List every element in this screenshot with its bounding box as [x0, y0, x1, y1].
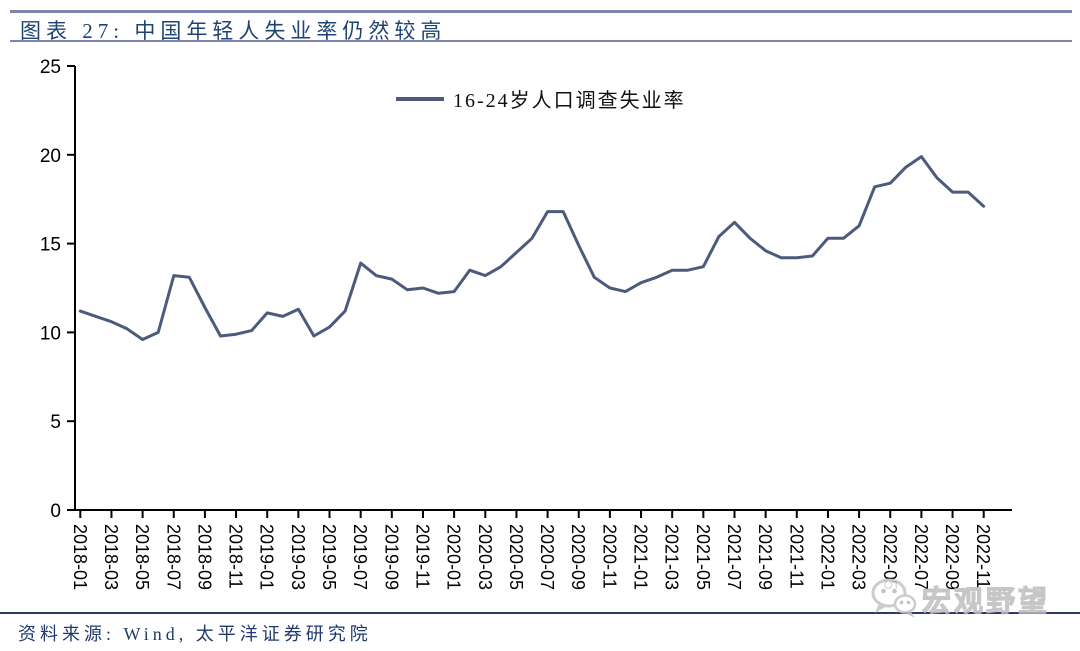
- top-rule: [10, 10, 1072, 13]
- y-tick-label: 15: [40, 235, 61, 256]
- x-tick-label: 2021-05: [693, 524, 713, 590]
- x-tick-label: 2018-01: [70, 524, 90, 590]
- y-tick-label: 25: [40, 57, 61, 78]
- x-tick-label: 2020-05: [506, 524, 526, 590]
- x-tick-label: 2021-11: [786, 524, 806, 589]
- y-tick-label: 0: [50, 501, 61, 522]
- unemployment-line: [78, 155, 986, 341]
- legend-label: 16-24岁人口调查失业率: [453, 90, 686, 112]
- x-tick-label: 2018-07: [163, 524, 183, 590]
- x-tick-label: 2018-03: [101, 524, 121, 590]
- x-tick-label: 2022-09: [942, 524, 962, 590]
- x-tick-label: 2021-09: [755, 524, 775, 590]
- x-tick-label: 2022-07: [911, 524, 931, 590]
- x-tick-label: 2019-05: [319, 524, 339, 590]
- page-title: 图表 27: 中国年轻人失业率仍然较高: [20, 19, 447, 43]
- x-tick-label: 2020-03: [475, 524, 495, 590]
- x-tick-label: 2019-07: [350, 524, 370, 590]
- x-tick-label: 2019-09: [381, 524, 401, 590]
- source-text: 资料来源: Wind, 太平洋证券研究院: [18, 624, 372, 644]
- y-tick-label: 20: [40, 146, 61, 167]
- watermark: 宏观野望: [871, 578, 1050, 620]
- x-tick-label: 2020-07: [537, 524, 557, 590]
- watermark-label: 宏观野望: [921, 586, 1050, 619]
- x-tick-label: 2022-05: [880, 524, 900, 590]
- x-tick-label: 2020-09: [568, 524, 588, 590]
- x-tick-label: 2021-07: [724, 524, 744, 590]
- footer-rule: [0, 612, 1080, 614]
- x-tick-label: 2022-03: [849, 524, 869, 590]
- x-tick-label: 2021-01: [631, 524, 651, 590]
- x-tick-label: 2021-03: [662, 524, 682, 590]
- x-tick-label: 2018-05: [132, 524, 152, 590]
- x-tick-label: 2020-11: [599, 524, 619, 589]
- x-tick-label: 2022-11: [973, 524, 993, 589]
- wechat-icon: [871, 578, 917, 618]
- x-tick-label: 2019-01: [257, 524, 277, 590]
- legend-line-sample: [396, 96, 444, 101]
- y-tick-label: 5: [50, 412, 61, 433]
- y-tick-label: 10: [40, 323, 61, 344]
- chart-legend: 16-24岁人口调查失业率: [396, 84, 686, 113]
- x-tick-label: 2018-11: [226, 524, 246, 589]
- x-tick-label: 2022-01: [817, 524, 837, 590]
- x-tick-label: 2019-11: [412, 524, 432, 589]
- x-tick-label: 2019-03: [288, 524, 308, 590]
- title-underline-rule: [10, 40, 1072, 42]
- x-tick-label: 2020-01: [444, 524, 464, 590]
- x-tick-label: 2018-09: [194, 524, 214, 590]
